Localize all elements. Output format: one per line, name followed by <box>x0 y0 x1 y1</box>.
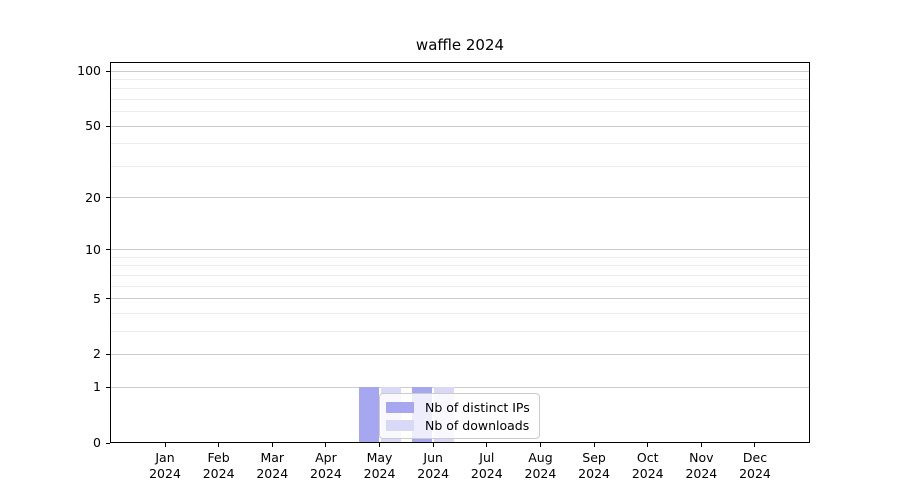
legend-label-distinct-ips: Nb of distinct IPs <box>425 399 530 415</box>
y-tick-mark <box>106 442 110 444</box>
y-tick-label: 20 <box>85 189 101 205</box>
x-tick-label: Oct 2024 <box>631 450 664 481</box>
x-tick-mark <box>647 443 649 447</box>
x-tick-label: Apr 2024 <box>310 450 342 481</box>
x-tick-label: Aug 2024 <box>524 450 557 481</box>
x-tick-mark <box>379 443 381 447</box>
y-tick-mark <box>106 353 110 355</box>
y-major-gridline <box>111 386 809 388</box>
x-tick-mark <box>164 443 166 447</box>
x-tick-label: Jan 2024 <box>149 450 181 481</box>
y-tick-label: 100 <box>77 63 101 79</box>
x-tick-mark <box>432 443 434 447</box>
y-tick-mark <box>106 386 110 388</box>
x-tick-label: Jul 2024 <box>470 450 503 481</box>
y-tick-mark <box>106 70 110 72</box>
y-tick-label: 10 <box>85 241 101 257</box>
y-tick-label: 0 <box>93 435 101 450</box>
x-tick-mark <box>218 443 220 447</box>
y-major-gridline <box>111 197 809 199</box>
x-tick-mark <box>325 443 327 447</box>
y-major-gridline <box>111 298 809 300</box>
x-tick-label: Jun 2024 <box>417 450 450 481</box>
y-tick-label: 50 <box>85 118 101 134</box>
y-minor-gridline <box>111 274 809 276</box>
x-tick-label: Dec 2024 <box>739 450 771 481</box>
legend-swatch-distinct-ips <box>386 401 414 413</box>
x-tick-mark <box>593 443 595 447</box>
y-tick-label: 5 <box>93 290 101 306</box>
y-tick-mark <box>106 125 110 127</box>
bar-distinct-ips-may <box>358 387 379 443</box>
y-minor-gridline <box>111 79 809 81</box>
x-tick-label: Mar 2024 <box>256 450 289 481</box>
legend-item-downloads: Nb of downloads <box>386 416 530 434</box>
x-tick-label: May 2024 <box>363 450 396 481</box>
y-tick-mark <box>106 197 110 199</box>
legend: Nb of distinct IPs Nb of downloads <box>379 393 540 439</box>
y-tick-label: 1 <box>93 379 101 395</box>
y-major-gridline <box>111 249 809 251</box>
x-tick-label: Feb 2024 <box>202 450 235 481</box>
y-major-gridline <box>111 70 809 72</box>
chart-title: waffle 2024 <box>415 36 505 54</box>
y-minor-gridline <box>111 330 809 332</box>
y-minor-gridline <box>111 143 809 145</box>
y-minor-gridline <box>111 265 809 267</box>
y-tick-mark <box>106 249 110 251</box>
y-tick-label: 2 <box>93 346 101 362</box>
y-minor-gridline <box>111 88 809 90</box>
y-minor-gridline <box>111 257 809 258</box>
x-tick-mark <box>754 443 756 447</box>
y-minor-gridline <box>111 99 809 101</box>
x-tick-mark <box>486 443 488 447</box>
y-minor-gridline <box>111 165 809 167</box>
y-minor-gridline <box>111 111 809 113</box>
y-minor-gridline <box>111 312 809 314</box>
x-tick-mark <box>539 443 541 447</box>
legend-label-downloads: Nb of downloads <box>425 417 530 433</box>
y-major-gridline <box>111 353 809 355</box>
x-tick-mark <box>271 443 273 447</box>
x-tick-mark <box>700 443 702 447</box>
x-tick-label: Sep 2024 <box>578 450 610 481</box>
x-tick-label: Nov 2024 <box>685 450 718 481</box>
legend-item-distinct-ips: Nb of distinct IPs <box>386 398 530 416</box>
legend-swatch-downloads <box>386 419 414 431</box>
y-major-gridline <box>111 125 809 127</box>
y-tick-mark <box>106 298 110 300</box>
axes-frame <box>110 62 810 443</box>
y-minor-gridline <box>111 285 809 287</box>
